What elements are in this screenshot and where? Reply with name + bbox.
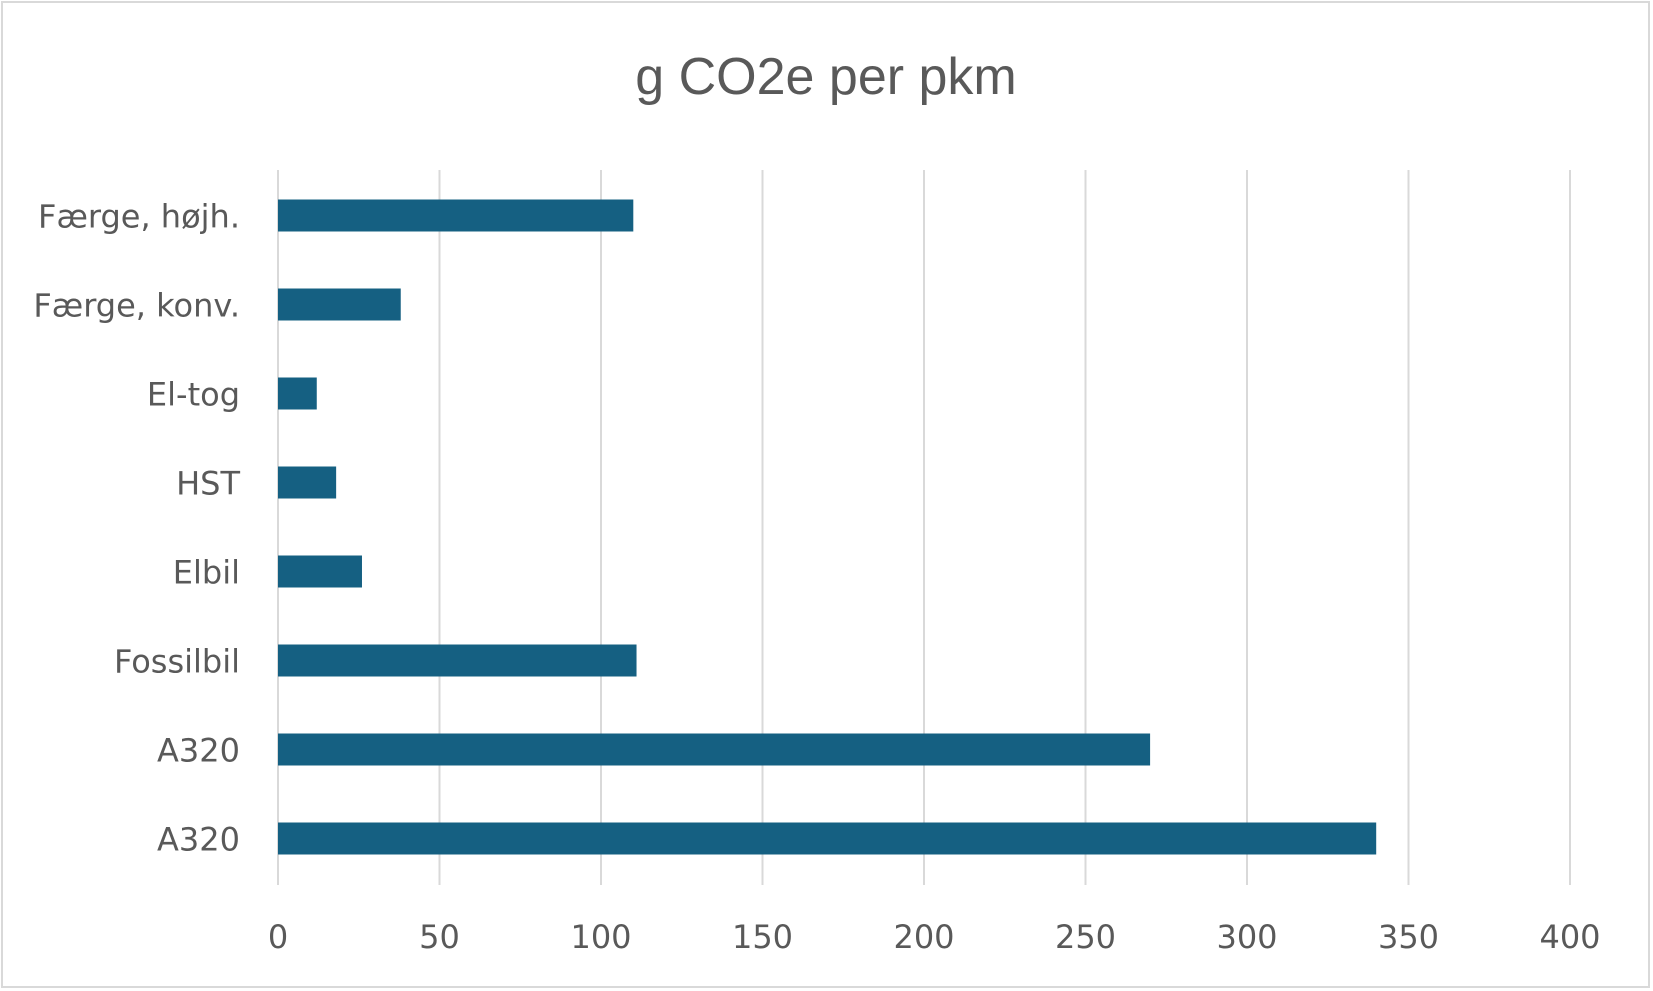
x-tick-label: 50 (419, 918, 460, 956)
category-label: El-tog (147, 376, 240, 414)
bars (278, 199, 1377, 855)
x-tick-label: 200 (893, 918, 954, 956)
x-tick-label: 400 (1539, 918, 1600, 956)
gridlines (277, 170, 1571, 885)
x-tick-label: 300 (1216, 918, 1277, 956)
x-tick-label: 0 (268, 918, 288, 956)
category-labels: Færge, højh. Færge, konv. El-tog HST Elbil Fo… (33, 198, 240, 859)
category-label: HST (176, 465, 240, 503)
bar (278, 288, 401, 321)
x-tick-labels: 0 50 100 150 200 250 300 350 400 (268, 918, 1601, 956)
x-tick-label: 100 (570, 918, 631, 956)
bar (278, 466, 337, 499)
bar (278, 822, 1377, 855)
category-label: Elbil (173, 554, 240, 592)
category-label: A320 (157, 732, 240, 770)
x-tick-label: 350 (1378, 918, 1439, 956)
bar (278, 644, 637, 677)
category-label: A320 (157, 821, 240, 859)
chart-title: g CO2e per pkm (635, 48, 1017, 106)
category-label: Færge, højh. (38, 198, 240, 236)
bar (278, 377, 317, 410)
category-label: Fossilbil (114, 643, 240, 681)
bar (278, 199, 634, 232)
bar (278, 733, 1151, 766)
category-label: Færge, konv. (33, 287, 240, 325)
bar (278, 555, 362, 588)
x-tick-label: 250 (1055, 918, 1116, 956)
x-tick-label: 150 (732, 918, 793, 956)
